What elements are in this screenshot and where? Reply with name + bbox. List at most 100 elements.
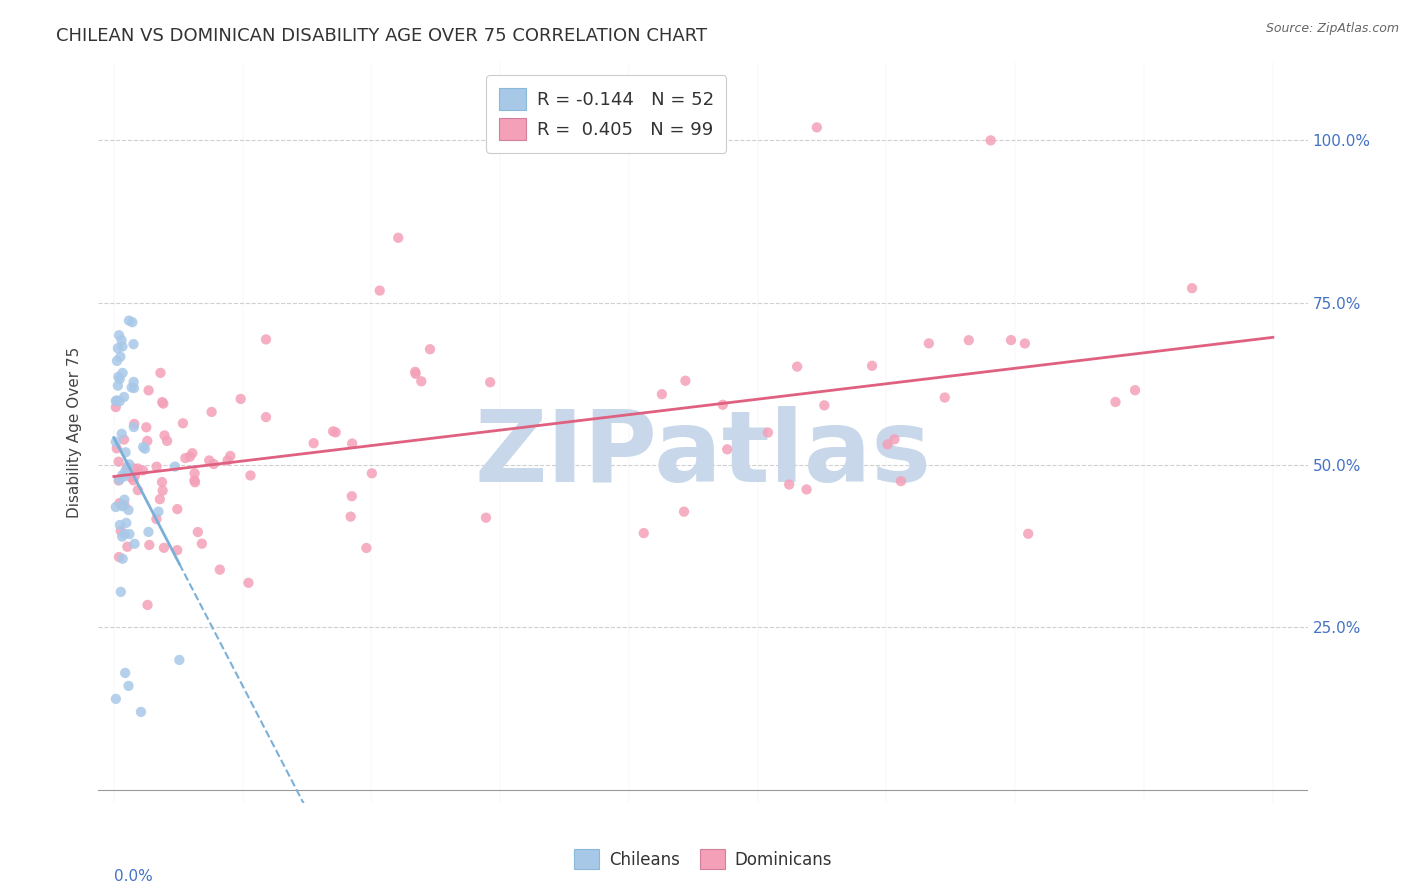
Point xyxy=(110,350,132,364)
Point xyxy=(122,420,145,434)
Point xyxy=(114,463,136,477)
Point xyxy=(786,359,808,374)
Point xyxy=(108,394,131,409)
Point xyxy=(148,505,170,519)
Point xyxy=(153,541,176,555)
Point xyxy=(111,366,134,380)
Point xyxy=(127,461,149,475)
Point xyxy=(136,434,159,448)
Text: Source: ZipAtlas.com: Source: ZipAtlas.com xyxy=(1265,22,1399,36)
Point xyxy=(806,120,828,135)
Point xyxy=(156,434,179,448)
Point xyxy=(107,455,129,469)
Point xyxy=(118,313,141,327)
Point xyxy=(105,354,128,368)
Point xyxy=(475,510,498,524)
Point xyxy=(166,543,188,558)
Point xyxy=(138,524,160,539)
Text: CHILEAN VS DOMINICAN DISABILITY AGE OVER 75 CORRELATION CHART: CHILEAN VS DOMINICAN DISABILITY AGE OVER… xyxy=(56,27,707,45)
Point xyxy=(108,496,131,510)
Point xyxy=(339,509,361,524)
Point xyxy=(104,394,127,409)
Point xyxy=(202,457,225,471)
Point xyxy=(108,328,131,343)
Point xyxy=(127,483,149,498)
Point xyxy=(368,284,391,298)
Point xyxy=(387,231,409,245)
Text: 0.0%: 0.0% xyxy=(114,870,153,885)
Point xyxy=(479,376,502,390)
Point xyxy=(111,339,134,353)
Point xyxy=(122,461,145,475)
Point xyxy=(107,369,129,384)
Point xyxy=(405,367,427,381)
Point xyxy=(360,467,382,481)
Point xyxy=(1181,281,1204,295)
Point xyxy=(118,458,141,472)
Point xyxy=(756,425,779,440)
Point xyxy=(107,378,129,392)
Point xyxy=(122,473,145,487)
Text: ZIPatlas: ZIPatlas xyxy=(475,407,931,503)
Point xyxy=(150,395,173,409)
Point xyxy=(152,483,174,498)
Point xyxy=(169,653,191,667)
Point xyxy=(112,498,135,512)
Point xyxy=(191,537,214,551)
Point xyxy=(136,598,159,612)
Point xyxy=(104,500,127,514)
Point xyxy=(121,315,143,329)
Point xyxy=(111,551,134,566)
Point xyxy=(108,372,131,386)
Point xyxy=(239,468,262,483)
Point xyxy=(104,692,127,706)
Point xyxy=(112,433,135,447)
Point xyxy=(150,475,173,489)
Point xyxy=(117,679,139,693)
Point xyxy=(716,442,738,457)
Point xyxy=(208,563,231,577)
Point xyxy=(111,467,134,482)
Point xyxy=(107,474,129,488)
Point xyxy=(187,524,209,539)
Point xyxy=(651,387,673,401)
Point xyxy=(104,434,127,449)
Point xyxy=(254,410,277,425)
Point xyxy=(121,380,143,394)
Point xyxy=(122,337,145,351)
Point xyxy=(117,503,139,517)
Point xyxy=(108,549,131,564)
Point xyxy=(934,391,956,405)
Point xyxy=(198,453,221,467)
Point xyxy=(134,442,156,456)
Point xyxy=(918,336,941,351)
Point xyxy=(217,453,239,467)
Point xyxy=(980,133,1002,147)
Point xyxy=(238,575,260,590)
Point xyxy=(145,459,167,474)
Point xyxy=(115,516,138,530)
Point xyxy=(302,436,325,450)
Point xyxy=(153,428,176,442)
Point xyxy=(404,365,426,379)
Point xyxy=(104,400,127,414)
Point xyxy=(110,333,132,347)
Point xyxy=(138,538,160,552)
Point xyxy=(108,473,131,487)
Point xyxy=(120,470,142,484)
Point xyxy=(796,483,818,497)
Point xyxy=(340,436,363,450)
Point xyxy=(111,498,134,512)
Point xyxy=(340,489,363,503)
Y-axis label: Disability Age Over 75: Disability Age Over 75 xyxy=(67,347,83,518)
Point xyxy=(174,451,197,466)
Point xyxy=(105,442,128,456)
Point xyxy=(1017,526,1039,541)
Point xyxy=(111,426,134,441)
Point xyxy=(107,341,129,355)
Point xyxy=(1104,395,1126,409)
Point xyxy=(957,333,980,347)
Point xyxy=(149,492,172,507)
Point xyxy=(112,390,135,404)
Point xyxy=(135,420,157,434)
